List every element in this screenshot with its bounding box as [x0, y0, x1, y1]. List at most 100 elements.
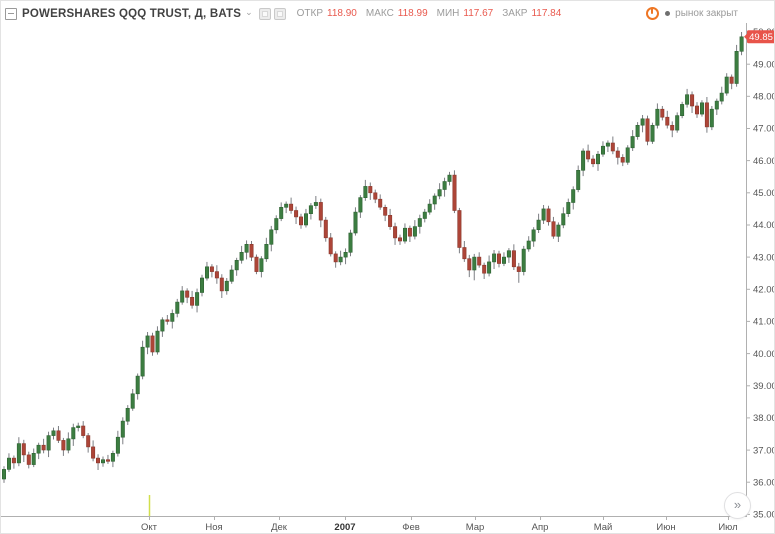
candle-body-down	[546, 208, 551, 223]
axes	[1, 23, 747, 517]
month-tick-label: Май	[594, 522, 613, 533]
candle-body-down	[457, 210, 462, 248]
candle	[338, 250, 343, 266]
candle	[110, 450, 115, 468]
price-tick-label: 47.00	[753, 124, 775, 135]
high-value: 118.99	[397, 8, 428, 19]
candle	[501, 252, 506, 267]
collapse-icon[interactable]	[5, 7, 17, 20]
price-tick-label: 40.00	[753, 349, 775, 360]
candle-body-up	[417, 218, 422, 227]
header-icon[interactable]	[273, 7, 286, 20]
candle	[511, 244, 516, 270]
market-status: рынок закрыт	[646, 7, 738, 20]
candle-body-up	[7, 457, 12, 470]
candle	[298, 213, 303, 229]
price-axis[interactable]: 50.0049.0048.0047.0046.0045.0044.0043.00…	[747, 27, 775, 521]
header-icon[interactable]	[258, 7, 271, 20]
candle	[294, 206, 299, 224]
candle-body-up	[125, 407, 130, 422]
candle	[244, 240, 249, 260]
candle	[541, 205, 546, 224]
candle	[388, 208, 393, 230]
candle-body-up	[492, 253, 497, 263]
candle-body-up	[521, 248, 526, 272]
symbol-title[interactable]: POWERSHARES QQQ TRUST, Д, BATS	[22, 7, 242, 20]
candle-body-up	[422, 211, 427, 219]
candle-body-down	[586, 150, 591, 160]
candle	[640, 115, 645, 133]
candle-body-down	[21, 443, 26, 456]
candle-body-up	[571, 189, 576, 203]
candle-body-up	[338, 256, 343, 263]
candle	[279, 202, 284, 222]
candle	[615, 147, 620, 165]
candle	[353, 207, 358, 236]
price-tick-label: 41.00	[753, 317, 775, 328]
candle	[91, 440, 96, 462]
candle	[81, 421, 86, 439]
candle-body-up	[566, 202, 571, 214]
candle	[1, 466, 7, 483]
candle-body-up	[714, 100, 719, 110]
candle	[185, 288, 190, 304]
badge-arrow	[744, 33, 747, 40]
candle	[402, 223, 407, 244]
high-label: МАКС	[365, 8, 394, 19]
candle	[397, 234, 402, 245]
candle-body-down	[407, 227, 412, 237]
candle-body-up	[650, 125, 655, 142]
month-tick-label: Дек	[271, 522, 288, 533]
ohlc-row: ОТКР 118.90 МАКС 118.99 МИН 117.67 ЗАКР …	[297, 8, 571, 19]
candle	[704, 97, 709, 133]
candle-body-up	[101, 459, 106, 464]
candle	[630, 130, 635, 151]
candle-body-up	[724, 76, 729, 94]
status-dot-icon	[665, 11, 671, 16]
candle-body-up	[635, 125, 640, 137]
candle	[358, 195, 363, 218]
candle	[348, 229, 353, 257]
candle	[655, 103, 660, 129]
candle	[427, 199, 432, 215]
candle	[145, 332, 150, 355]
candle-body-down	[467, 258, 472, 271]
candle	[383, 204, 388, 222]
candle	[21, 439, 26, 462]
candle-body-up	[437, 189, 442, 197]
candle	[665, 110, 670, 129]
candle	[234, 257, 239, 276]
candle	[303, 208, 308, 228]
candle-body-up	[487, 261, 492, 274]
candle-body-up	[71, 427, 76, 440]
candle	[685, 88, 690, 108]
candle-body-down	[462, 247, 467, 260]
candle-body-down	[81, 425, 86, 436]
candle	[675, 112, 680, 133]
chevron-down-icon[interactable]: ⌄	[245, 7, 253, 17]
candle	[7, 453, 12, 472]
candle	[284, 201, 289, 214]
candle	[531, 227, 536, 247]
candle	[209, 264, 214, 278]
candle	[56, 426, 61, 443]
candle	[477, 252, 482, 268]
month-tick-label: Июл	[718, 522, 737, 533]
candle-body-down	[106, 459, 111, 462]
candle	[308, 203, 313, 220]
candle	[709, 106, 714, 131]
last-price-label: 49.85	[749, 32, 773, 43]
open-label: ОТКР	[296, 8, 324, 19]
candle-body-down	[660, 108, 665, 118]
candle-body-down	[694, 105, 699, 115]
candle	[269, 225, 274, 252]
time-axis[interactable]: Окт Ноя Дек 2007 Фев Мар Апр Май Июн Июл	[141, 517, 738, 533]
candle-body-down	[610, 142, 615, 152]
candle	[214, 265, 219, 284]
candle	[318, 198, 323, 228]
candle	[437, 183, 442, 200]
go-to-realtime-button[interactable]: »	[724, 492, 751, 519]
candle-body-up	[313, 202, 318, 206]
